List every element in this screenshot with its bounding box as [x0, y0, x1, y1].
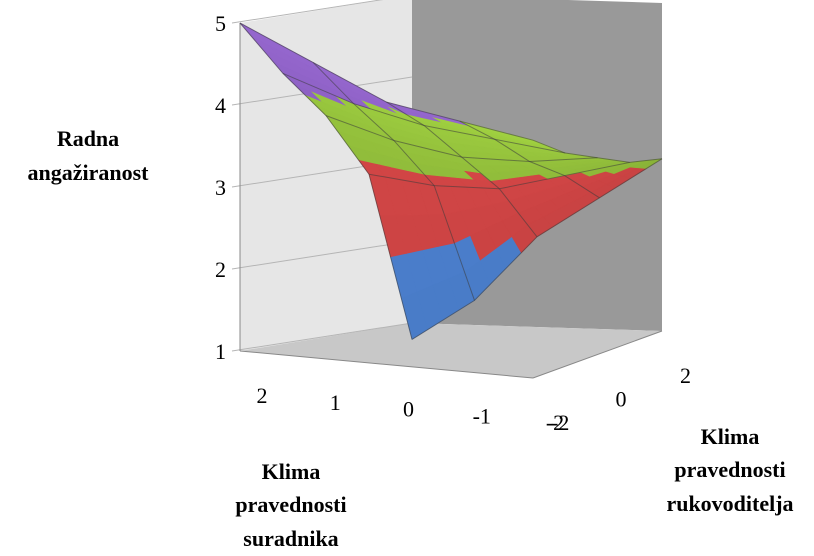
x-axis-title-line-3: suradnika	[243, 526, 338, 551]
y-tick-label: 2	[680, 363, 691, 388]
x-axis-title-line-2: pravednosti	[235, 492, 346, 517]
z-gridline	[231, 322, 413, 352]
mesh-line-col	[239, 22, 413, 340]
z-tick-label: 3	[215, 175, 226, 200]
floor	[240, 323, 662, 378]
gridlines	[231, 0, 663, 379]
x-tick-label: -1	[473, 403, 491, 428]
z-tick-label: 4	[215, 93, 226, 118]
x-axis-line	[239, 350, 534, 379]
mesh-line-col	[386, 101, 538, 238]
z-axis-title-line-1: Radna	[57, 126, 119, 151]
y-axis-title-line-1: Klima	[701, 424, 760, 449]
y-axis-title-line-3: rukovoditelja	[666, 491, 793, 516]
z-gridline	[231, 0, 384, 24]
y-tick-label: 0	[616, 387, 627, 412]
y-tick-label: -2	[551, 410, 569, 435]
x-tick-label: -2	[546, 410, 564, 435]
side-wall	[240, 0, 412, 351]
z-tick-label: 1	[215, 339, 226, 364]
z-gridline	[231, 240, 413, 270]
z-tick-label: 5	[215, 11, 226, 36]
tick-labels: 1 2 3 4 5 2 1 0 -1 -2-2 0 2	[215, 11, 691, 435]
z-axis-title-line-2: angažiranost	[28, 160, 150, 185]
mesh-line-col	[459, 120, 600, 199]
x-tick-label: 1	[330, 390, 341, 415]
mesh-line-col	[532, 139, 663, 163]
y-axis-title-line-2: pravednosti	[674, 457, 785, 482]
y-axis-line	[532, 330, 663, 379]
x-axis-title-line-1: Klima	[262, 459, 321, 484]
surface-plot	[239, 22, 663, 340]
mesh-line-col	[312, 62, 475, 301]
x-tick-label: 2	[257, 383, 268, 408]
z-tick-label: 2	[215, 257, 226, 282]
x-tick-label: 0	[403, 397, 414, 422]
